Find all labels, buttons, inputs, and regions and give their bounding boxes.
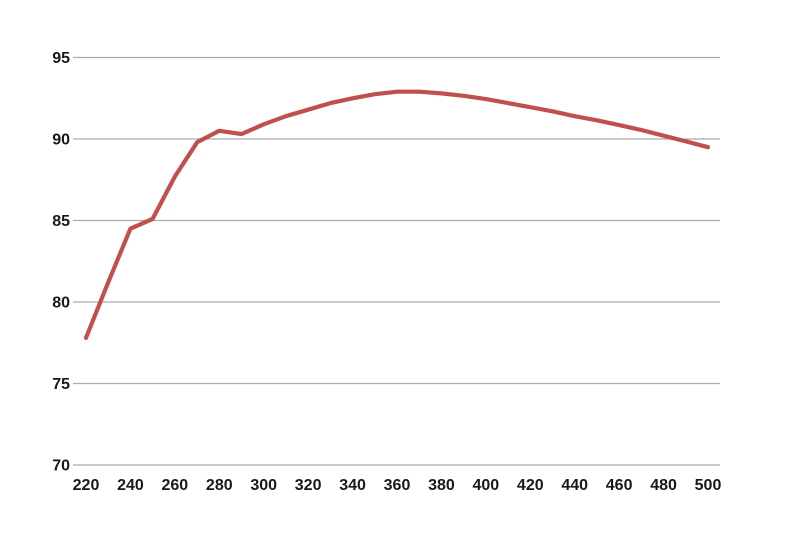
x-tick-label-500: 500 — [695, 477, 722, 494]
y-tick-label-75: 75 — [52, 376, 70, 393]
x-tick-label-280: 280 — [206, 477, 233, 494]
gridlines — [73, 56, 720, 466]
x-tick-label-400: 400 — [473, 477, 500, 494]
x-tick-label-440: 440 — [561, 477, 588, 494]
x-tick-label-340: 340 — [339, 477, 366, 494]
x-tick-label-480: 480 — [650, 477, 677, 494]
x-axis-tick-labels: 220 240 260 280 300 320 340 360 380 400 420 440 460 4… — [73, 477, 722, 494]
x-tick-label-300: 300 — [250, 477, 277, 494]
x-tick-label-460: 460 — [606, 477, 633, 494]
y-tick-label-95: 95 — [52, 50, 70, 67]
y-tick-label-80: 80 — [52, 295, 70, 312]
x-tick-label-420: 420 — [517, 477, 544, 494]
x-tick-label-240: 240 — [117, 477, 144, 494]
x-tick-label-320: 320 — [295, 477, 322, 494]
series-line-series-1 — [83, 89, 711, 340]
x-tick-label-220: 220 — [73, 477, 100, 494]
y-tick-label-70: 70 — [52, 458, 70, 475]
series-group — [83, 89, 711, 340]
x-tick-label-360: 360 — [384, 477, 411, 494]
y-axis-tick-labels: 70 75 80 85 90 95 — [52, 50, 70, 475]
y-tick-label-85: 85 — [52, 213, 70, 230]
y-tick-label-90: 90 — [52, 132, 70, 149]
x-tick-label-260: 260 — [162, 477, 189, 494]
x-tick-label-380: 380 — [428, 477, 455, 494]
